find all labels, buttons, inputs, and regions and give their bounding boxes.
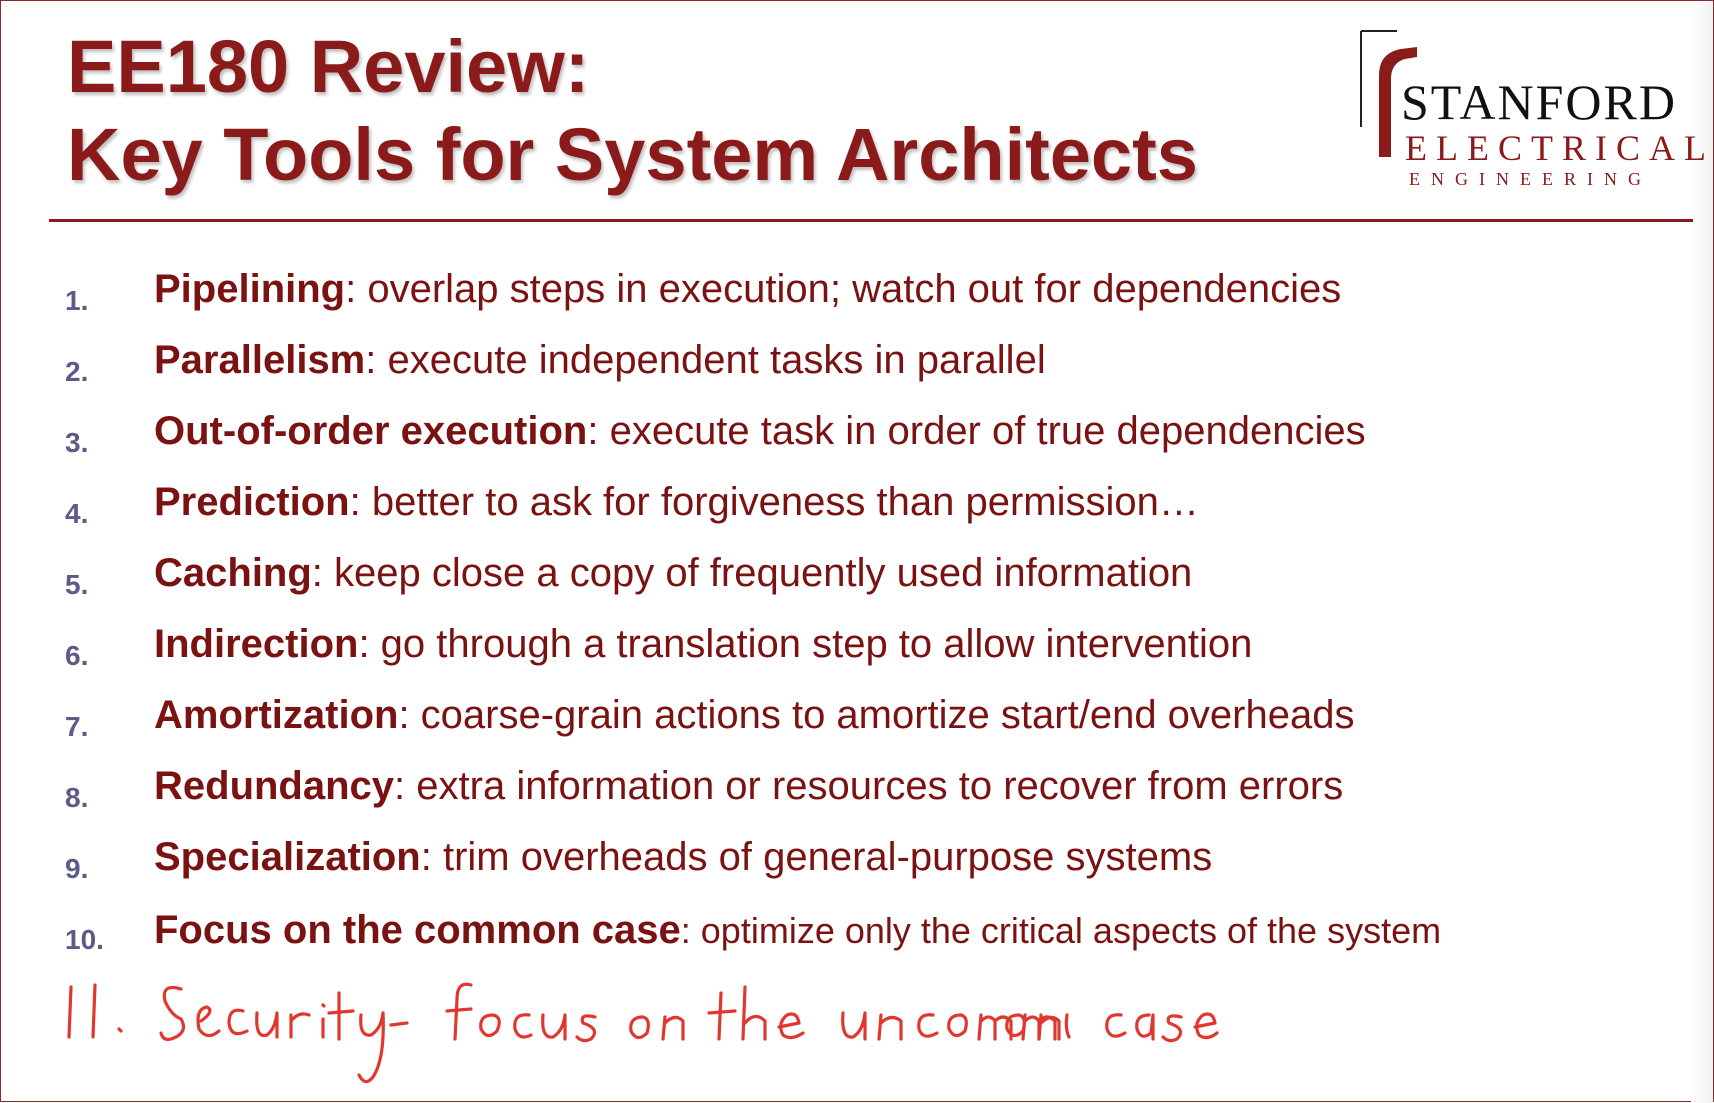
item-desc: : execute independent tasks in parallel <box>365 338 1046 382</box>
item-term: Specialization <box>154 835 421 879</box>
slide-title: EE180 Review: Key Tools for System Archi… <box>67 23 1198 199</box>
item-desc: : optimize only the critical aspects of … <box>680 910 1442 951</box>
list-item: 4. Prediction: better to ask for forgive… <box>1 476 1714 536</box>
list-item: 6. Indirection: go through a translation… <box>1 618 1714 678</box>
item-number: 3. <box>65 427 89 458</box>
list-item: 10. Focus on the common case: optimize o… <box>1 902 1714 962</box>
item-text: Prediction: better to ask for forgivenes… <box>154 480 1199 525</box>
item-number: 4. <box>65 498 89 529</box>
item-text: Amortization: coarse-grain actions to am… <box>154 693 1354 738</box>
item-number: 2. <box>65 356 89 387</box>
title-line-1: EE180 Review: <box>67 25 590 108</box>
list-item: 3. Out-of-order execution: execute task … <box>1 405 1714 465</box>
item-term: Prediction <box>154 480 350 524</box>
item-desc: : better to ask for forgiveness than per… <box>349 480 1199 524</box>
item-number: 8. <box>65 782 89 813</box>
item-desc: : trim overheads of general-purpose syst… <box>420 835 1213 879</box>
handwritten-note-end <box>1005 1012 1219 1043</box>
logo-engineering: ENGINEERING <box>1409 169 1652 189</box>
item-text: Out-of-order execution: execute task in … <box>154 409 1366 454</box>
item-term: Pipelining <box>154 267 346 311</box>
item-term: Redundancy <box>154 764 395 808</box>
item-term: Parallelism <box>154 338 366 382</box>
item-number: 10. <box>65 924 104 955</box>
item-term: Focus on the common case <box>154 908 681 952</box>
list-item: 5. Caching: keep close a copy of frequen… <box>1 547 1714 607</box>
item-text: Redundancy: extra information or resourc… <box>154 764 1343 809</box>
item-desc: : extra information or resources to reco… <box>394 764 1344 808</box>
item-desc: : coarse-grain actions to amortize start… <box>398 693 1355 737</box>
item-number: 1. <box>65 285 89 316</box>
item-desc: : execute task in order of true dependen… <box>587 409 1366 453</box>
stanford-ee-logo: STANFORD ELECTRICAL ENGINEERING <box>1357 27 1706 197</box>
item-number: 5. <box>65 569 89 600</box>
item-text: Specialization: trim overheads of genera… <box>154 835 1212 880</box>
list-item: 7. Amortization: coarse-grain actions to… <box>1 689 1714 749</box>
title-divider <box>49 219 1693 222</box>
list-item: 2. Parallelism: execute independent task… <box>1 334 1714 394</box>
item-term: Out-of-order execution <box>154 409 588 453</box>
item-text: Caching: keep close a copy of frequently… <box>154 551 1192 596</box>
item-text: Indirection: go through a translation st… <box>154 622 1252 667</box>
logo-stanford: STANFORD <box>1401 74 1677 130</box>
item-term: Indirection <box>154 622 359 666</box>
item-text: Pipelining: overlap steps in execution; … <box>154 267 1341 312</box>
item-number: 9. <box>65 853 89 884</box>
item-number: 6. <box>65 640 89 671</box>
list-item: 1. Pipelining: overlap steps in executio… <box>1 263 1714 323</box>
logo-electrical: ELECTRICAL <box>1405 128 1714 168</box>
item-text: Focus on the common case: optimize only … <box>154 908 1441 953</box>
item-term: Caching <box>154 551 312 595</box>
item-term: Amortization <box>154 693 399 737</box>
logo-arch-icon <box>1360 30 1417 157</box>
item-number: 7. <box>65 711 89 742</box>
list-item: 9. Specialization: trim overheads of gen… <box>1 831 1714 891</box>
item-desc: : keep close a copy of frequently used i… <box>311 551 1193 595</box>
title-line-2: Key Tools for System Architects <box>67 113 1198 196</box>
list-item: 8. Redundancy: extra information or reso… <box>1 760 1714 820</box>
item-text: Parallelism: execute independent tasks i… <box>154 338 1046 383</box>
item-desc: : go through a translation step to allow… <box>358 622 1253 666</box>
item-desc: : overlap steps in execution; watch out … <box>345 267 1342 311</box>
slide-edge-shadow <box>1691 1 1713 1103</box>
